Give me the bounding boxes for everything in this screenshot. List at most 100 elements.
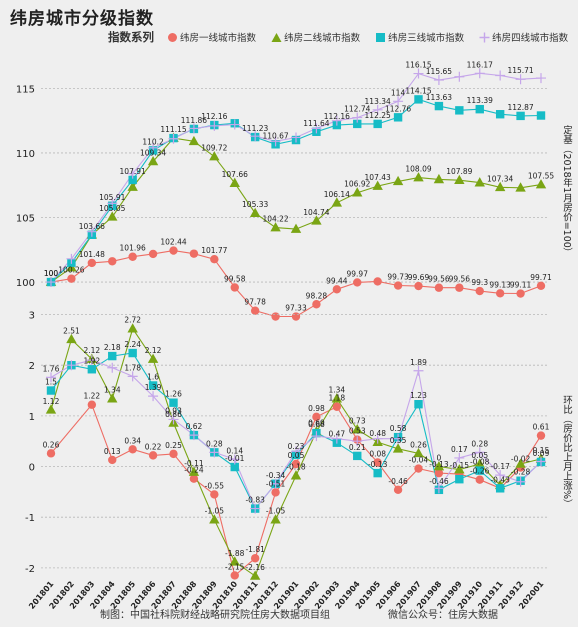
- data-label-tier4: 1.89: [410, 358, 427, 367]
- data-label-tier2: -0.11: [184, 459, 204, 468]
- data-point-tier1: [475, 286, 484, 296]
- data-label-tier4: 113.34: [365, 97, 391, 106]
- data-label-tier2: -0.18: [286, 463, 306, 472]
- data-point-tier4: [393, 433, 404, 444]
- data-label-tier1: 102.44: [160, 238, 186, 247]
- data-label-tier3: 1.5: [45, 378, 57, 387]
- data-point-tier4: [66, 360, 77, 371]
- data-point-tier3: [128, 348, 137, 358]
- data-point-tier4: [107, 362, 118, 373]
- data-label-tier1: 99.73: [387, 273, 409, 282]
- data-label-tier1: 0.61: [533, 423, 550, 432]
- data-label-tier1: -0.13: [429, 460, 449, 469]
- data-point-tier1: [250, 306, 260, 315]
- data-label-tier1: -0.04: [409, 456, 429, 465]
- data-point-tier2: [209, 151, 220, 161]
- data-point-tier4: [433, 75, 444, 86]
- data-point-tier3: [516, 111, 525, 121]
- data-label-tier4: 0.14: [226, 446, 243, 455]
- data-point-tier2: [66, 333, 77, 344]
- data-point-tier2: [290, 470, 302, 480]
- data-point-tier2: [270, 514, 281, 524]
- data-point-tier2: [229, 177, 240, 187]
- data-label-tier2: -1.88: [225, 549, 245, 558]
- data-point-tier1: [87, 400, 97, 409]
- data-label-tier1: 101.48: [79, 250, 105, 259]
- data-point-tier2: [147, 155, 159, 166]
- data-label-tier3: 2.24: [124, 340, 141, 349]
- data-point-tier2: [127, 323, 138, 333]
- data-label-tier1: 99.69: [408, 273, 430, 282]
- data-label-tier2: 107.89: [446, 167, 472, 176]
- data-point-tier1: [67, 274, 76, 283]
- data-label-tier3: 105.91: [99, 193, 125, 202]
- data-point-tier2: [433, 461, 445, 471]
- data-point-tier3: [455, 475, 464, 484]
- data-label-tier2: 0.86: [165, 410, 182, 419]
- data-label-tier3: 0.47: [328, 430, 345, 439]
- data-point-tier4: [188, 430, 199, 441]
- data-label-tier3: 0.58: [390, 424, 407, 433]
- y-tick-label: 2: [29, 361, 35, 372]
- data-label-tier2: 108.09: [405, 165, 431, 174]
- series-line-3: [50, 352, 542, 510]
- data-point-tier4: [148, 142, 159, 153]
- data-label-tier4: 115.71: [507, 66, 533, 75]
- data-label-tier3: 107.91: [120, 167, 146, 176]
- data-point-tier1: [108, 257, 117, 266]
- data-point-tier1: [169, 449, 178, 459]
- series-line-1: [50, 403, 542, 577]
- data-label-tier3: 111.86: [181, 116, 207, 125]
- data-point-tier3: [434, 101, 444, 111]
- data-point-tier2: [352, 187, 363, 197]
- data-label-tier3: 1.6: [147, 372, 159, 381]
- data-label-tier3: 0.21: [349, 443, 366, 452]
- data-label-tier1: 0.22: [145, 442, 162, 451]
- data-point-tier2: [515, 458, 526, 468]
- data-label-tier2: 107.66: [222, 170, 248, 179]
- y-tick-label: 1: [29, 412, 35, 423]
- data-label-tier3: -0.01: [225, 454, 245, 463]
- data-label-tier2: -2.16: [245, 563, 265, 572]
- data-point-tier1: [434, 283, 444, 292]
- data-label-tier1: 99.56: [449, 275, 471, 284]
- data-point-tier2: [494, 181, 506, 192]
- data-point-tier4: [148, 391, 159, 402]
- data-point-tier4: [372, 433, 383, 444]
- data-label-tier1: 0.34: [124, 436, 141, 445]
- data-label-tier1: 1.22: [83, 392, 100, 401]
- data-label-tier1: 101.96: [120, 244, 146, 253]
- data-label-tier1: 0.13: [104, 447, 121, 456]
- data-point-tier2: [188, 466, 200, 476]
- data-label-tier1: -0.51: [266, 479, 286, 488]
- data-label-tier2: 0.26: [410, 440, 427, 449]
- data-point-tier1: [210, 255, 219, 264]
- data-point-tier4: [229, 119, 240, 130]
- data-point-tier4: [433, 483, 444, 494]
- data-point-tier1: [373, 458, 382, 467]
- data-point-tier4: [270, 136, 281, 147]
- data-label-tier1: 99.11: [510, 281, 532, 290]
- data-point-tier1: [46, 449, 56, 458]
- data-label-tier4: 0.93: [165, 406, 182, 415]
- data-point-tier2: [249, 207, 261, 218]
- data-point-tier3: [87, 365, 97, 374]
- data-label-tier3: 114.15: [405, 86, 431, 95]
- data-label-tier1: 97.33: [285, 304, 307, 313]
- data-point-tier3: [414, 95, 423, 104]
- data-point-tier2: [229, 556, 240, 566]
- data-point-tier1: [230, 571, 239, 580]
- data-point-tier3: [536, 111, 546, 120]
- data-point-tier4: [291, 132, 301, 143]
- data-label-tier2: 2.12: [145, 346, 162, 355]
- data-point-tier1: [169, 246, 178, 255]
- data-point-tier2: [372, 180, 383, 190]
- data-point-tier2: [454, 174, 465, 184]
- data-point-tier4: [311, 123, 322, 134]
- data-point-tier4: [495, 70, 506, 81]
- data-point-tier1: [250, 554, 260, 563]
- data-point-tier1: [434, 468, 444, 478]
- data-label-tier2: 107.55: [528, 172, 554, 181]
- data-point-tier3: [373, 468, 382, 478]
